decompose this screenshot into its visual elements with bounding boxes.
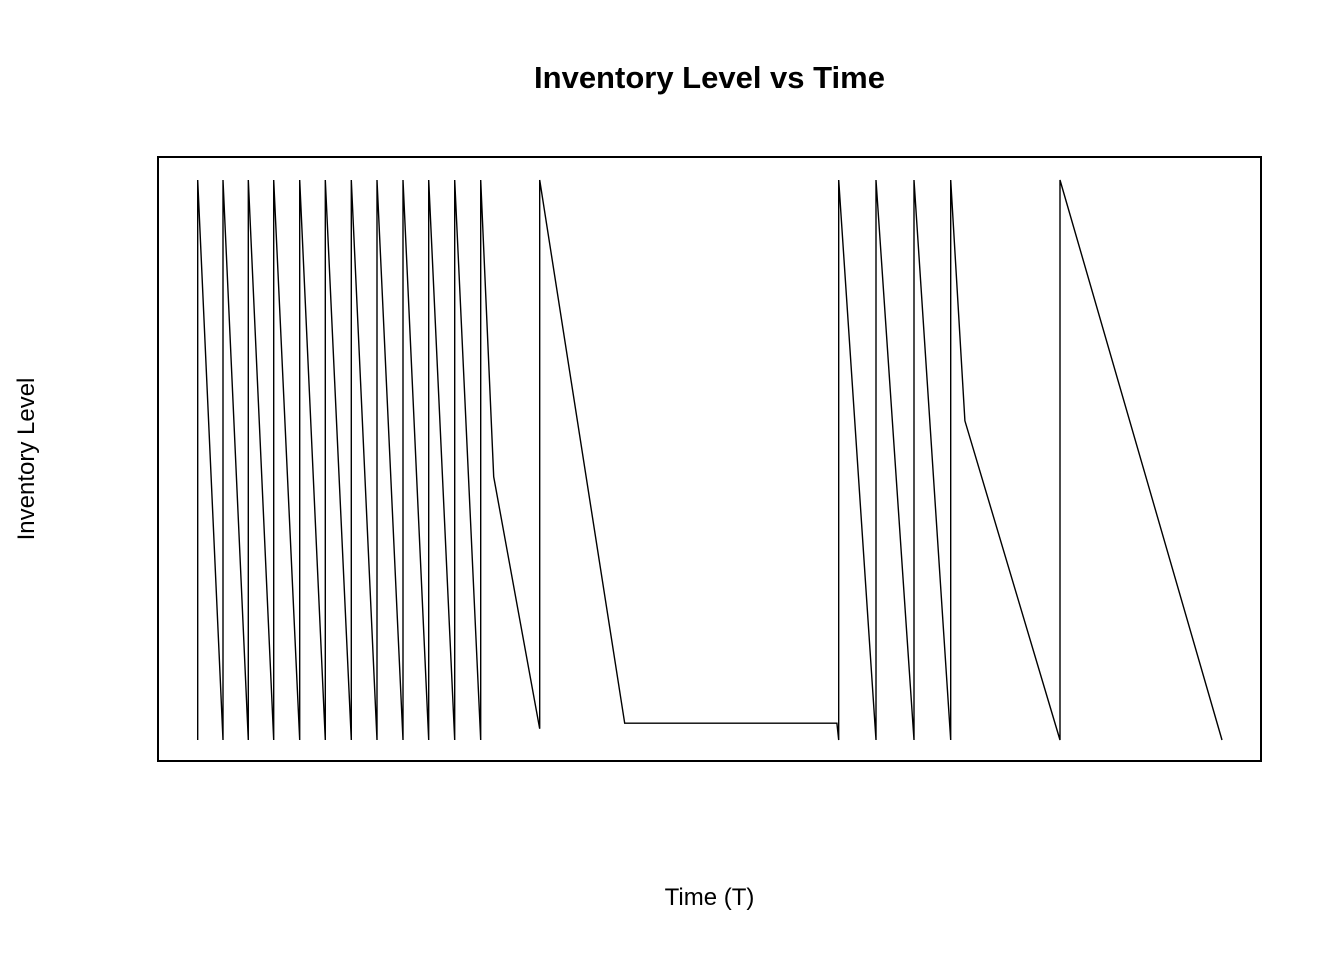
y-axis-label: Inventory Level bbox=[13, 377, 40, 541]
x-axis-label: Time (T) bbox=[664, 884, 755, 911]
plot-area bbox=[157, 156, 1262, 762]
chart-title: Inventory Level vs Time bbox=[534, 60, 885, 95]
plot-box-border bbox=[157, 156, 1262, 762]
inventory-line bbox=[197, 179, 1223, 741]
